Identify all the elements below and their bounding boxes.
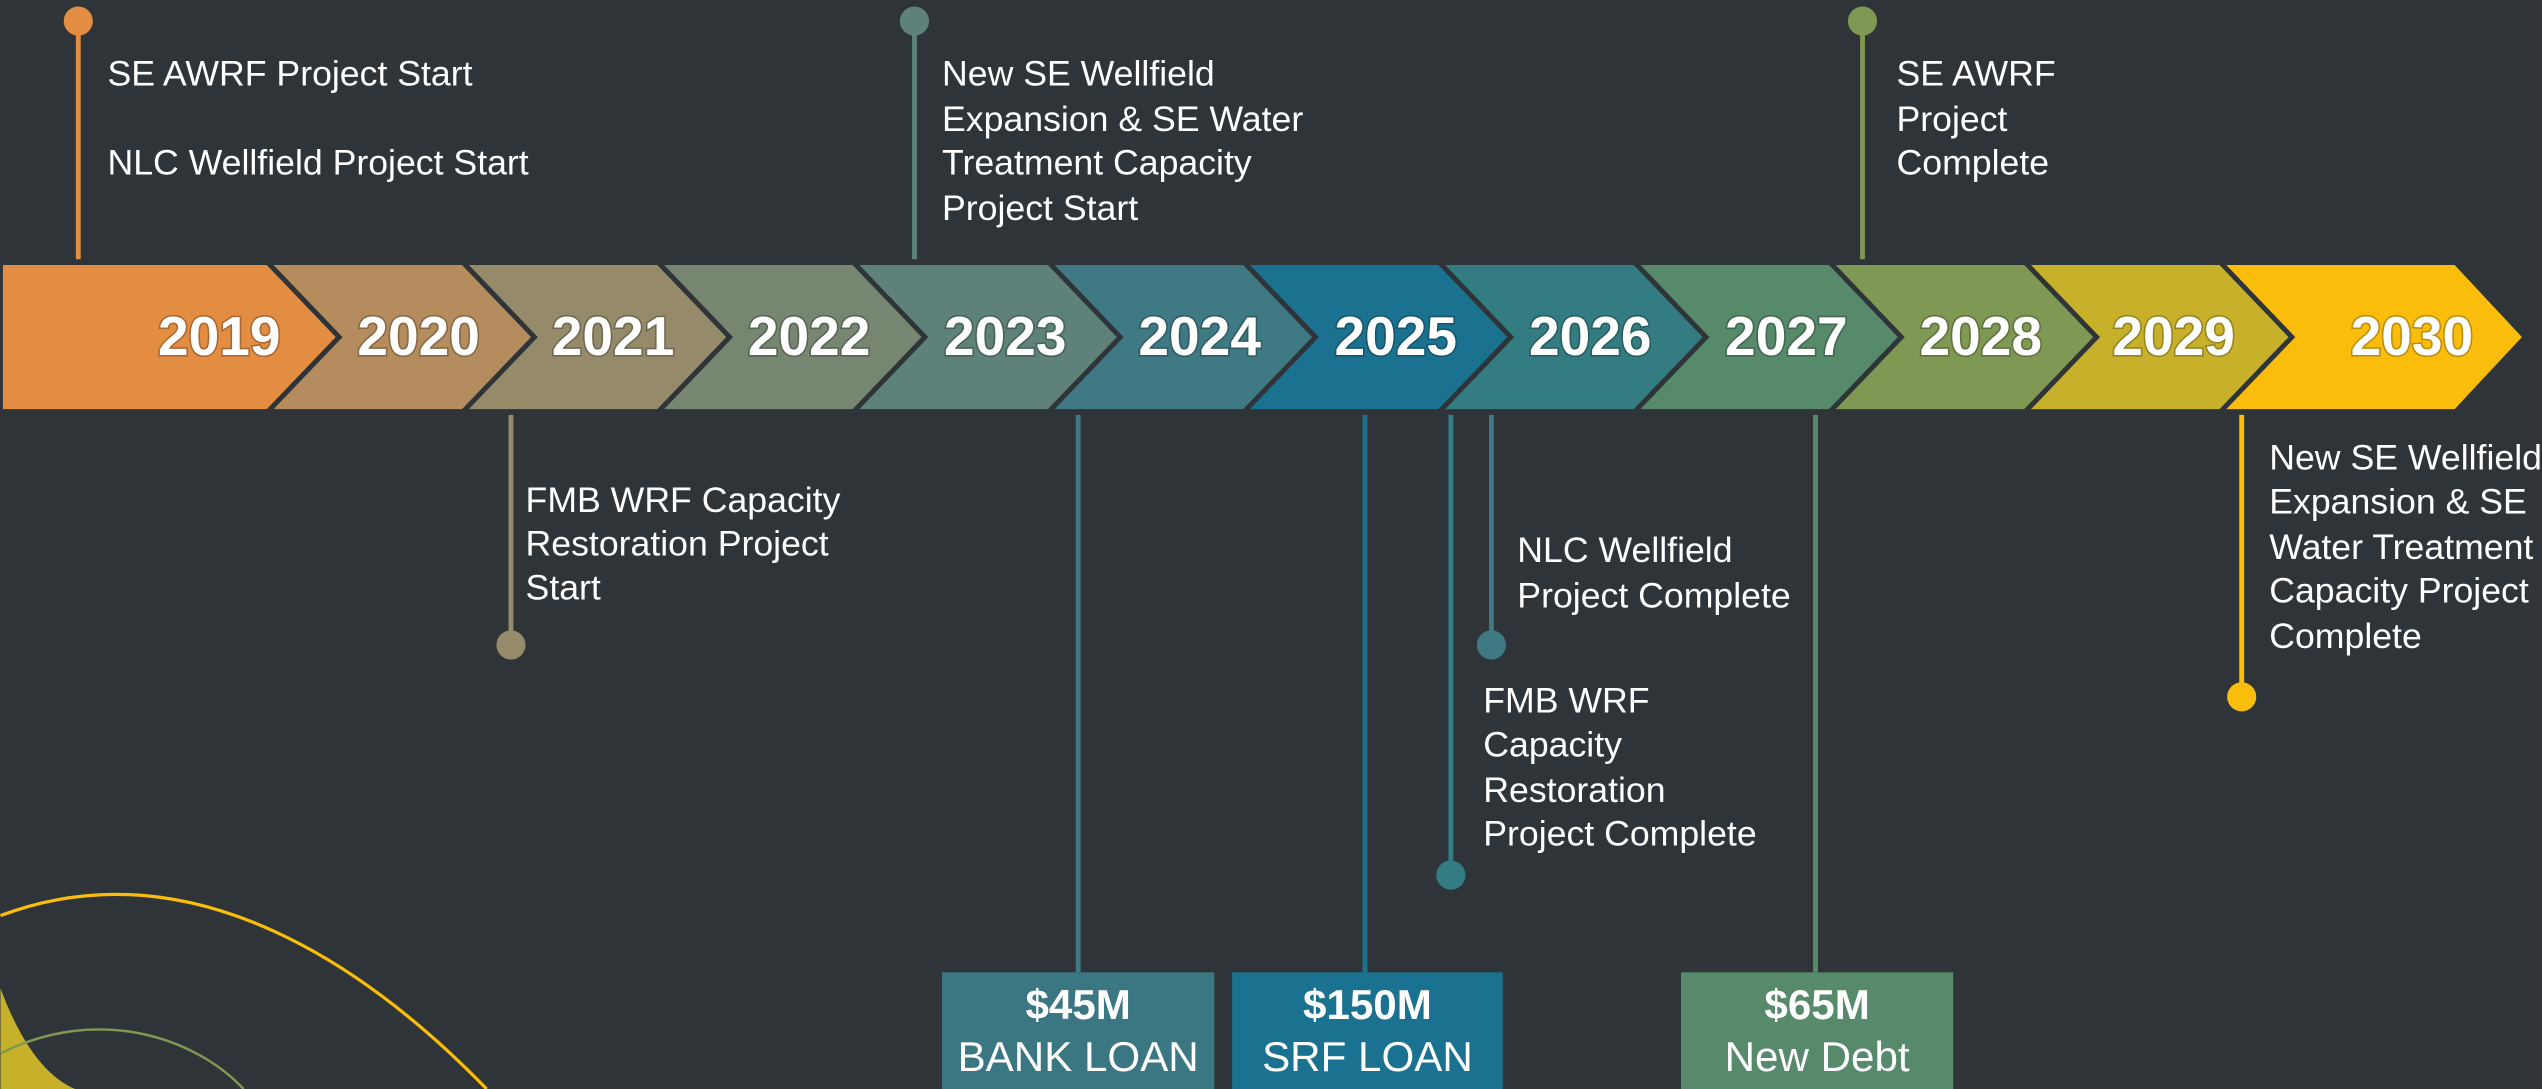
funding-label: New Debt xyxy=(1725,1033,1910,1080)
funding-amount: $65M xyxy=(1764,981,1869,1028)
milestone-text: New SE Wellfield xyxy=(2269,438,2542,478)
year-label: 2026 xyxy=(1529,305,1652,367)
milestone-dot xyxy=(1436,861,1465,890)
milestone-text: Capacity xyxy=(1483,724,1622,764)
year-label: 2024 xyxy=(1138,305,1261,367)
milestone-text: Complete xyxy=(2269,616,2422,656)
milestone-dot xyxy=(496,630,525,659)
milestone-text: Project Complete xyxy=(1517,575,1790,615)
milestone-text: New SE Wellfield xyxy=(942,54,1215,94)
funding-label: BANK LOAN xyxy=(958,1033,1199,1080)
milestone-text: SE AWRF xyxy=(1897,54,2056,94)
milestone-dot xyxy=(1477,630,1506,659)
year-label: 2023 xyxy=(944,305,1067,367)
year-label: 2028 xyxy=(1920,305,2043,367)
funding-amount: $45M xyxy=(1025,981,1130,1028)
milestone-text: SE AWRF Project Start xyxy=(107,54,472,94)
milestone-text: FMB WRF Capacity xyxy=(526,480,841,520)
year-label: 2025 xyxy=(1335,305,1458,367)
milestone-text: FMB WRF xyxy=(1483,681,1649,721)
milestone-text: Expansion & SE xyxy=(2269,481,2527,521)
milestone-dot xyxy=(1848,6,1877,35)
year-label: 2022 xyxy=(748,305,871,367)
milestone-text: Project xyxy=(1897,99,2008,139)
milestone-text: Complete xyxy=(1897,143,2050,183)
milestone-text: Project Complete xyxy=(1483,814,1756,854)
milestone-text: Project Start xyxy=(942,188,1138,228)
timeline-slide: 2019 2020 2021 2022 2023 2024 2025 2026 2027 2028… xyxy=(0,0,2542,1089)
milestone-dot xyxy=(2227,682,2256,711)
funding-label: SRF LOAN xyxy=(1262,1033,1473,1080)
funding-amount: $150M xyxy=(1303,981,1432,1028)
year-label: 2020 xyxy=(357,305,480,367)
milestone-text: Start xyxy=(526,567,601,607)
milestone-text: Expansion & SE Water xyxy=(942,99,1303,139)
year-label: 2030 xyxy=(2351,305,2474,367)
page: 2019 2020 2021 2022 2023 2024 2025 2026 2027 2028… xyxy=(0,0,2542,1089)
milestone-text: NLC Wellfield xyxy=(1517,530,1732,570)
milestone-text: NLC Wellfield Project Start xyxy=(107,143,528,183)
milestone-text: Capacity Project xyxy=(2269,571,2529,611)
milestone-text: Treatment Capacity xyxy=(942,143,1252,183)
milestone-dot xyxy=(64,6,93,35)
year-arrows: 2019 2020 2021 2022 2023 2024 2025 2026 2027 2028… xyxy=(1,263,2526,412)
year-label: 2021 xyxy=(552,305,675,367)
milestone-text: Restoration xyxy=(1483,770,1665,810)
milestone-text: Water Treatment xyxy=(2269,527,2533,567)
milestone-dot xyxy=(900,6,929,35)
milestone-text: Restoration Project xyxy=(526,524,829,564)
year-label: 2027 xyxy=(1725,305,1848,367)
year-label: 2029 xyxy=(2112,305,2235,367)
year-label: 2019 xyxy=(158,305,281,367)
